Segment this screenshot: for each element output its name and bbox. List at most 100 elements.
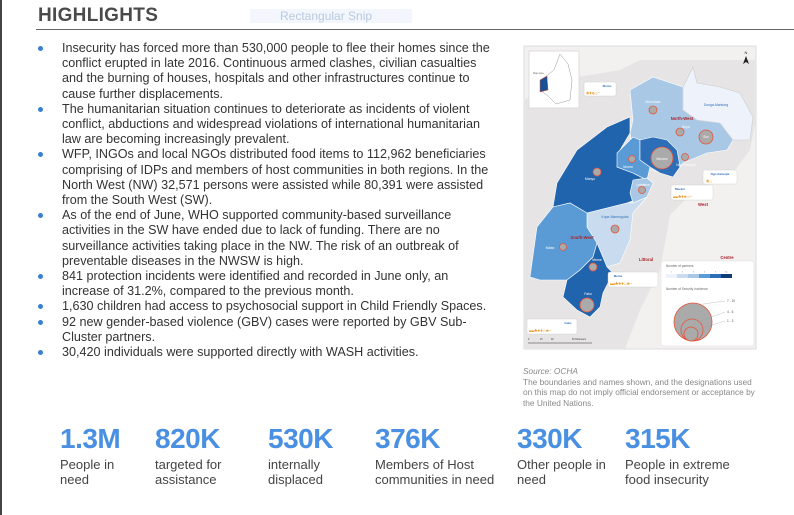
legend-swatch-label: 10+ xyxy=(725,272,729,274)
callout-fako: Fako ▬♣●♦⌂♠⌐ xyxy=(526,318,578,335)
partner-swatches: 1 2 3 4 5 10+ xyxy=(666,272,732,278)
circle-kupe-manenguba xyxy=(610,224,620,234)
stat-idps: 530K internally displaced xyxy=(268,423,358,488)
stat-value: 376K xyxy=(375,423,440,454)
window-edge xyxy=(0,0,2,515)
source-disclaimer: The boundaries and names shown, and the … xyxy=(523,376,755,408)
scale-label: 15 xyxy=(540,339,543,341)
bullet-text: As of the end of June, WHO supported com… xyxy=(62,208,459,268)
label-meme: Meme xyxy=(592,258,602,262)
aid-icons: ♣⌂ xyxy=(706,179,712,185)
title-divider xyxy=(36,29,794,30)
bullet-icon xyxy=(38,274,43,280)
bullet-text: 30,420 individuals were supported direct… xyxy=(62,345,419,360)
bullet-text: 1,630 children had access to psychosocia… xyxy=(62,299,487,314)
label-bui: Bui xyxy=(704,135,709,139)
list-item: 92 new gender-based violence (GBV) cases… xyxy=(38,315,498,345)
list-item: As of the end of June, WHO supported com… xyxy=(38,208,498,269)
circle-mezam xyxy=(650,146,674,170)
nwsw-map: Map area N Menchum Donga-Mantung Boyo Bu… xyxy=(523,45,757,350)
stat-label: Other people in need xyxy=(517,457,606,487)
legend-class-label: 7 - 10 xyxy=(727,299,735,303)
stat-value: 530K xyxy=(268,423,333,454)
stat-targeted: 820K targeted for assistance xyxy=(155,423,250,488)
north-arrow-icon xyxy=(743,56,749,64)
legend-incidents-title: Number of Security Incidence xyxy=(666,287,708,291)
callout-label: Meme xyxy=(614,274,623,278)
scale-label: 30 xyxy=(551,339,554,341)
circle-ndian xyxy=(559,243,567,251)
label-manyu: Manyu xyxy=(585,177,595,181)
stat-food-insecurity: 315K People in extreme food insecurity xyxy=(625,424,745,488)
legend-class-label: 1 - 3 xyxy=(727,319,734,323)
stat-label: Members of Host communities in need xyxy=(375,457,495,487)
legend-swatch xyxy=(699,274,710,278)
circle-ngo-ketunjia xyxy=(681,153,689,161)
label-donga-mantung: Donga-Mantung xyxy=(704,103,728,107)
stat-label: People in need xyxy=(60,457,115,487)
callout-ngo-ketunjia: Ngo-Ketunjia ♣⌂ xyxy=(702,169,738,185)
highlights-list: Insecurity has forced more than 530,000 … xyxy=(38,41,498,360)
callout-label: Ngo-Ketunjia xyxy=(711,172,730,176)
bullet-icon xyxy=(38,350,43,356)
circle-bui xyxy=(698,129,714,145)
inset-label: Map area xyxy=(533,72,544,75)
callout-mezam: Mezam ▬♣♦♠⌂⌐ xyxy=(670,184,714,201)
label-mezam: Mezam xyxy=(656,157,667,161)
bullet-text: The humanitarian situation continues to … xyxy=(62,101,480,147)
list-item: WFP, INGOs and local NGOs distributed fo… xyxy=(38,147,498,208)
label-momo: Momo xyxy=(623,165,633,169)
legend-swatch-label: 1 xyxy=(671,272,673,274)
aid-icons: ♣♦♠⌂⌐ xyxy=(586,91,601,97)
legend-swatch-label: 4 xyxy=(704,272,706,274)
circle-manyu xyxy=(592,167,602,177)
bullet-text: WFP, INGOs and local NGOs distributed fo… xyxy=(62,147,489,208)
circle-meme xyxy=(588,262,598,272)
label-north-west: North-West xyxy=(671,116,694,121)
stat-people-in-need: 1.3M People in need xyxy=(60,423,145,488)
scale-label: 0 xyxy=(528,339,530,341)
inset-country-outline xyxy=(539,53,573,105)
bullet-icon xyxy=(38,319,43,325)
list-item: Insecurity has forced more than 530,000 … xyxy=(38,41,498,102)
list-item: 30,420 individuals were supported direct… xyxy=(38,345,498,360)
label-littoral: Littoral xyxy=(639,257,653,262)
legend-swatch xyxy=(677,274,688,278)
stat-value: 1.3M xyxy=(60,423,121,454)
north-arrow-label: N xyxy=(745,50,748,55)
callouts: Momo♣♦♠⌂⌐ Ngo-Ketunjia♣⌂ Mezam▬♣♦♠⌂⌐ Mem… xyxy=(526,81,738,335)
stat-value: 330K xyxy=(517,423,582,454)
callout-label: Mezam xyxy=(675,187,685,191)
stat-value: 820K xyxy=(155,423,220,454)
source-label: Source: OCHA xyxy=(523,366,578,376)
map-source: Source: OCHA The boundaries and names sh… xyxy=(523,366,763,408)
callout-meme: Meme ▬♣●♦⌂♠⌐ xyxy=(607,271,659,288)
stat-label: internally displaced xyxy=(268,457,323,487)
aid-icons: ▬♣●♦⌂♠⌐ xyxy=(610,281,633,287)
legend-swatch-label: 2 xyxy=(682,272,684,274)
label-ndian: Ndian xyxy=(546,246,555,250)
region-labels: North-West South-West West Littoral Cent… xyxy=(570,116,734,262)
bullet-icon xyxy=(38,106,43,112)
legend-partners-title: Number of partners xyxy=(666,264,694,268)
label-lebialem: Lebialem xyxy=(636,183,650,187)
legend-swatch-label: 3 xyxy=(693,272,695,274)
scale-label: 60 Kilometers xyxy=(572,338,587,341)
incident-circles xyxy=(559,105,714,313)
aid-icons: ▬♣♦♠⌂⌐ xyxy=(673,194,693,200)
label-fako: Fako xyxy=(584,292,592,296)
legend-circle-small xyxy=(683,326,699,342)
callout-momo: Momo♣♦♠⌂⌐ xyxy=(583,81,617,97)
stat-other-people: 330K Other people in need xyxy=(517,423,617,488)
circle-boyo xyxy=(675,127,685,137)
aid-icons: ▬♣●♦⌂♠⌐ xyxy=(529,328,552,334)
inset-highlight xyxy=(539,75,549,93)
label-menchum: Menchum xyxy=(646,100,661,104)
list-item: 841 protection incidents were identified… xyxy=(38,269,498,299)
label-centre: Centre xyxy=(720,255,734,260)
bullet-text: Insecurity has forced more than 530,000 … xyxy=(62,41,490,101)
stat-label: targeted for assistance xyxy=(155,457,222,487)
legend-swatch xyxy=(721,274,732,278)
callout-label: Fako xyxy=(564,321,571,325)
circle-momo xyxy=(628,155,636,163)
